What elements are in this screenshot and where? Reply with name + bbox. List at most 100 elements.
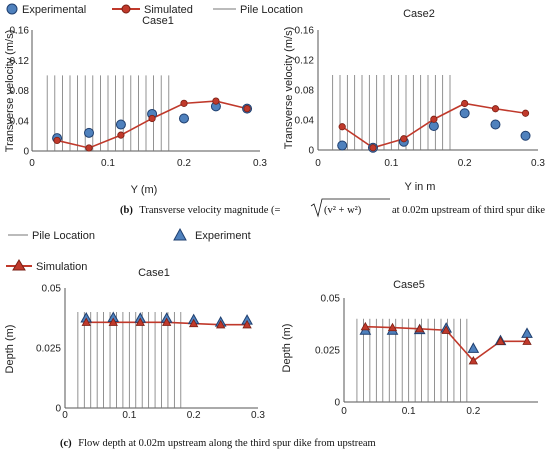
legend-experimental-label: Experimental [22, 4, 86, 16]
y-tick-label: 0.025 [315, 346, 340, 357]
chart-title: Case2 [403, 8, 435, 20]
y-tick-label: 0.04 [10, 116, 30, 127]
legend-pile-label: Pile Location [240, 4, 303, 16]
caption-c-text: (c) Flow depth at 0.02m upstream along t… [60, 438, 376, 449]
simulated-point [521, 109, 530, 117]
y-tick-label: 0 [55, 404, 61, 415]
simulated-point [430, 115, 438, 123]
chart-title: Case1 [142, 15, 174, 27]
x-tick-label: 0.3 [531, 158, 545, 169]
simulated-point [148, 114, 156, 123]
simulated-point [491, 105, 500, 113]
experimental-point [84, 127, 94, 138]
y-tick-label: 0.05 [42, 284, 62, 295]
y-tick-label: 0.16 [295, 26, 315, 37]
x-tick-label: 0.1 [122, 410, 136, 421]
simulated-point [338, 123, 346, 131]
y-axis-label: Transverse velocity (m/s) [4, 30, 16, 152]
simulated-point [108, 317, 118, 326]
experimental-point [179, 113, 189, 124]
chart-title: Case1 [138, 267, 170, 279]
simulated-point [414, 323, 425, 333]
y-tick-label: 0 [308, 146, 314, 157]
caption-b-formula: (v² + w²) [324, 205, 362, 216]
simulated-point [242, 319, 252, 329]
chart-title: Case5 [393, 279, 425, 291]
simulated-point [135, 317, 145, 326]
x-tick-label: 0 [315, 158, 321, 169]
x-axis-label: Y in m [405, 181, 436, 193]
simulated-point [400, 135, 408, 143]
legend-simulation-label: Simulation [36, 261, 87, 273]
simulated-point [461, 99, 469, 108]
x-tick-label: 0.2 [177, 158, 191, 169]
caption-b-label: (b) [120, 205, 133, 216]
simulated-point [188, 318, 199, 328]
legend-simulated-marker [121, 4, 131, 14]
simulated-point [53, 136, 61, 145]
experimental-point [467, 342, 480, 353]
simulated-point [495, 336, 506, 345]
y-tick-label: 0.08 [295, 86, 315, 97]
y-axis-label: Transverse velocity (m/s) [283, 27, 295, 149]
caption-b: (b) Transverse velocity magnitude (= (v²… [120, 198, 545, 218]
simulated-point [85, 144, 93, 152]
caption-b-prefix: Transverse velocity magnitude (= [139, 205, 280, 216]
experimental-point [115, 119, 126, 130]
simulated-point [117, 131, 125, 139]
simulated-point [369, 144, 377, 152]
x-tick-label: 0.3 [251, 410, 265, 421]
experimental-point [459, 108, 470, 119]
simulated-point [180, 99, 188, 107]
caption-b-rest: at 0.02m upstream of third spur dike [392, 205, 545, 216]
y-tick-label: 0.12 [295, 56, 315, 67]
y-tick-label: 0.04 [295, 116, 315, 127]
y-tick-label: 0.025 [36, 344, 61, 355]
chart-c2-case5-depth: Case5 Depth (m) 0 0.1 0.2 0 0.025 0.05 [281, 279, 538, 417]
x-tick-label: 0.1 [402, 406, 416, 417]
chart-c1-case1-depth: Case1 Depth (m) 0 0.1 0.2 0.3 0 0.025 0.05 [4, 267, 265, 421]
x-tick-label: 0.1 [101, 158, 115, 169]
chart-b2-case2-velocity: Case2 Y in m Transverse velocity (m/s) 0… [283, 8, 545, 193]
legend-simulation-marker [12, 259, 26, 271]
x-tick-label: 0.1 [384, 158, 398, 169]
simulated-point [161, 317, 172, 326]
y-axis-label: Depth (m) [281, 324, 293, 373]
caption-c-label: (c) [60, 438, 72, 449]
experimental-point [337, 140, 348, 151]
simulated-point [468, 355, 479, 365]
sqrt-symbol [310, 198, 390, 218]
legend-pile-label: Pile Location [32, 230, 95, 242]
legend-simulated-label: Simulated [144, 4, 193, 16]
y-tick-label: 0.16 [10, 26, 30, 37]
y-tick-label: 0 [23, 147, 29, 158]
y-axis-label: Depth (m) [4, 325, 16, 374]
x-axis-label: Y (m) [131, 184, 158, 196]
caption-c-body: Flow depth at 0.02m upstream along the t… [78, 438, 375, 449]
caption-c: (c) Flow depth at 0.02m upstream along t… [60, 438, 376, 449]
caption-b-text: (b) Transverse velocity magnitude (= [120, 205, 280, 216]
x-tick-label: 0 [62, 410, 68, 421]
simulated-point [522, 336, 532, 345]
experimental-point [520, 130, 531, 141]
experimental-point [521, 327, 533, 338]
simulated-point [243, 105, 251, 113]
x-tick-label: 0 [29, 158, 35, 169]
experimental-point [490, 119, 501, 130]
y-tick-label: 0.12 [10, 56, 30, 67]
simulated-point [212, 97, 220, 105]
legend-bottom: Pile Location Experiment Simulation [6, 227, 251, 273]
x-tick-label: 0.2 [466, 406, 480, 417]
simulated-point [387, 322, 398, 332]
simulated-point [216, 319, 226, 329]
simulated-point [81, 317, 91, 326]
legend-top: Experimental Simulated Pile Location [6, 3, 303, 16]
simulated-point [441, 325, 451, 334]
legend-experimental-marker [6, 3, 18, 15]
x-tick-label: 0.2 [187, 410, 201, 421]
legend-experiment-marker [173, 227, 187, 241]
x-tick-label: 0.3 [253, 158, 267, 169]
x-tick-label: 0.2 [458, 158, 472, 169]
y-tick-label: 0.05 [321, 294, 341, 305]
